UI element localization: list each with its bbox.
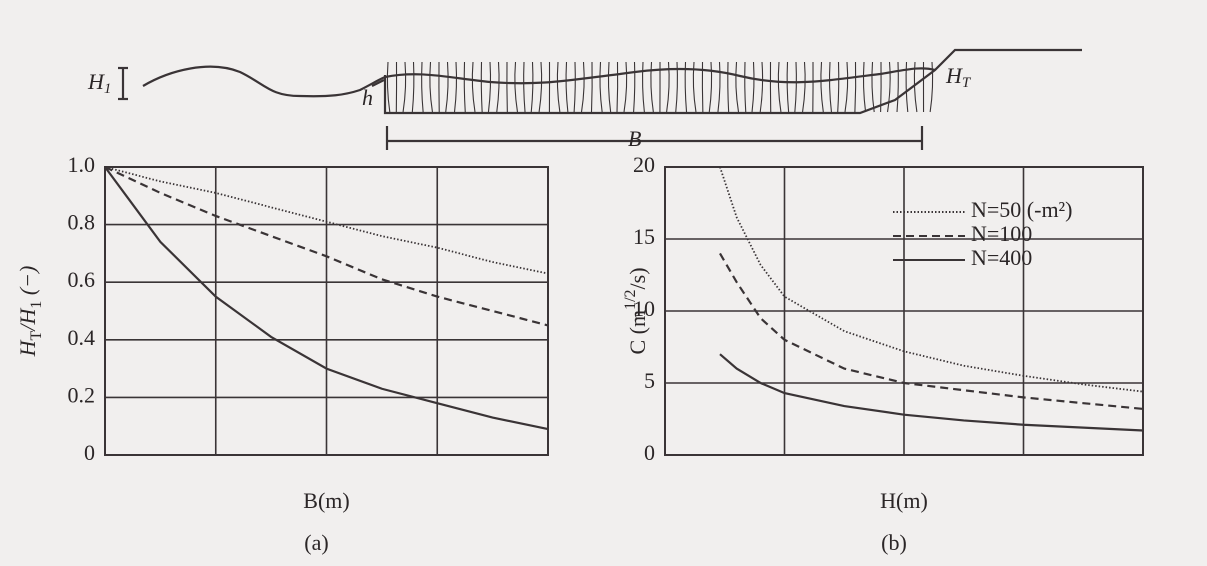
- y-tick-label: 5: [644, 368, 655, 393]
- stem: [717, 61, 721, 113]
- h-pointer: [371, 79, 385, 87]
- x-axis-title: B(m): [303, 488, 349, 513]
- y-axis-title: C (m1/2/s): [622, 267, 650, 354]
- stem: [828, 61, 832, 113]
- y-tick-label: 0.2: [68, 382, 96, 407]
- stem: [565, 61, 569, 113]
- stem: [854, 61, 857, 113]
- stem: [599, 61, 603, 113]
- y-tick-label: 20: [633, 152, 655, 177]
- stem: [590, 61, 593, 113]
- stem: [429, 61, 433, 113]
- caption: (b): [881, 530, 907, 555]
- stem: [402, 61, 407, 113]
- y-tick-label: 10: [633, 296, 655, 321]
- stem: [759, 61, 764, 113]
- y-axis-title-part: (−): [15, 266, 40, 301]
- stem: [913, 61, 918, 113]
- stem: [666, 61, 670, 113]
- diagram-label: B: [628, 126, 641, 151]
- stem: [844, 61, 849, 113]
- stem: [463, 61, 466, 113]
- stem: [905, 61, 909, 113]
- data-line: [104, 166, 549, 327]
- stem: [523, 61, 526, 113]
- y-axis-title-part: 1: [28, 301, 45, 309]
- stem: [445, 61, 449, 113]
- diagram-label: HT: [945, 63, 972, 91]
- stem: [802, 61, 806, 113]
- stem: [453, 61, 458, 113]
- y-axis-title-part: H: [15, 339, 40, 357]
- stem: [744, 61, 747, 113]
- channel-bed: [383, 48, 1082, 115]
- y-tick-label: 15: [633, 224, 655, 249]
- y-tick-label: 0.6: [68, 267, 96, 292]
- data-line: [104, 166, 549, 275]
- y-axis-title-part: C (m: [625, 310, 650, 355]
- diagram-label: h: [362, 85, 373, 110]
- y-axis-title-part: /H: [15, 308, 40, 333]
- legend-label: N=50 (-m²): [971, 197, 1072, 222]
- stem: [623, 61, 628, 113]
- stem: [386, 61, 391, 113]
- stem: [530, 61, 534, 113]
- stem: [556, 61, 561, 113]
- stem: [487, 61, 492, 113]
- vegetation: [386, 61, 934, 113]
- stem: [616, 61, 619, 113]
- stem: [751, 61, 755, 113]
- stem: [538, 61, 543, 113]
- y-tick-label: 0: [644, 440, 655, 465]
- legend-label: N=400: [971, 245, 1032, 270]
- stem: [411, 61, 415, 113]
- stem: [708, 61, 713, 113]
- stem: [786, 61, 790, 113]
- stem: [820, 61, 824, 113]
- stem: [735, 61, 740, 113]
- stem: [862, 61, 867, 113]
- stem: [692, 61, 697, 113]
- stem: [642, 61, 645, 113]
- y-tick-label: 1.0: [68, 152, 96, 177]
- y-axis-title-part: 1/2: [622, 289, 639, 309]
- stem: [580, 61, 585, 113]
- stem: [496, 61, 500, 113]
- stem: [607, 61, 612, 113]
- stem: [573, 61, 576, 113]
- y-tick-label: 0.4: [68, 325, 96, 350]
- y-axis-title-part: /s): [625, 267, 650, 289]
- stem: [871, 61, 875, 113]
- stem: [480, 61, 483, 113]
- stem: [929, 61, 934, 113]
- stem: [794, 61, 797, 113]
- y-tick-label: 0.8: [68, 210, 96, 235]
- stem: [471, 61, 476, 113]
- stem: [886, 61, 891, 113]
- y-axis-title: HT/H1 (−): [15, 266, 45, 358]
- stem: [684, 61, 688, 113]
- stem: [777, 61, 782, 113]
- caption: (a): [304, 530, 328, 555]
- data-line: [104, 166, 549, 431]
- diagram-label: H1: [87, 69, 111, 97]
- stem: [896, 61, 899, 113]
- y-tick-label: 0: [84, 440, 95, 465]
- stem: [514, 61, 519, 113]
- legend-label: N=100: [971, 221, 1032, 246]
- stem: [837, 61, 840, 113]
- stem: [880, 61, 882, 113]
- data-line: [719, 353, 1144, 432]
- stem: [650, 61, 654, 113]
- data-line: [719, 252, 1144, 411]
- stem: [727, 61, 730, 113]
- y-axis-title-part: T: [28, 330, 45, 340]
- stem: [633, 61, 636, 113]
- stem: [421, 61, 424, 113]
- stem: [675, 61, 678, 113]
- x-axis-title: H(m): [880, 488, 928, 513]
